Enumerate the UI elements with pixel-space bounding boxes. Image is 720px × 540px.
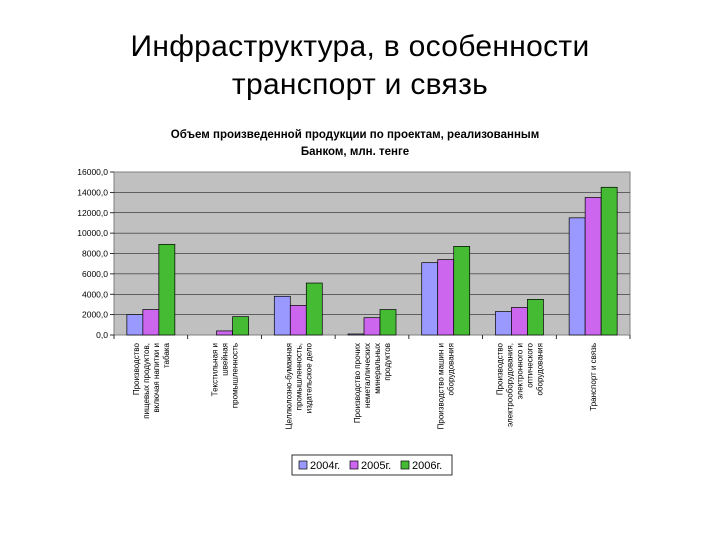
x-category-label: Производство машин и оборудования <box>437 343 456 429</box>
x-category-label-line: Производство <box>132 342 141 395</box>
bar <box>142 309 160 336</box>
bar <box>495 311 512 336</box>
bar <box>363 317 381 336</box>
x-category-label-line: минеральных <box>373 343 382 394</box>
x-axis-labels: Производство пищевых продуктов, включая на… <box>132 342 598 429</box>
x-category-label-line: продуктов <box>383 343 392 381</box>
x-category-label-line: электронного и <box>515 343 524 399</box>
chart-title: Объем произведенной продукции по проекта… <box>171 129 539 158</box>
y-tick-label: 2000,0 <box>82 310 108 320</box>
x-category-label-line: табака <box>162 342 171 368</box>
bar <box>584 197 602 336</box>
bar <box>232 316 249 336</box>
legend-label: 2005г. <box>361 460 391 472</box>
x-category-label: Текстильная и швейная промышленность <box>211 343 240 408</box>
bar <box>437 259 455 336</box>
legend-label: 2004г. <box>310 460 340 472</box>
x-category-label: Транспорт и связь <box>589 343 598 411</box>
bar <box>347 333 365 336</box>
y-tick-label: 0,0 <box>96 330 108 340</box>
x-category-label: Целлюлозно-бумажная промышленность, издате… <box>284 342 313 429</box>
bar <box>273 295 291 336</box>
slide-title-line-1: Инфраструктура, в особенности <box>130 30 590 63</box>
slide-title: Инфраструктура, в особенности транспорт … <box>0 28 720 104</box>
y-tick-label: 10000,0 <box>77 228 108 238</box>
bar <box>289 305 307 336</box>
bar <box>421 262 439 336</box>
bar <box>568 217 586 336</box>
bars <box>113 186 631 339</box>
x-category-label-line: Текстильная и <box>211 343 220 396</box>
x-category-label-line: оборудования <box>535 343 544 396</box>
y-tick-label: 14000,0 <box>77 187 108 197</box>
y-tick-label: 4000,0 <box>82 289 108 299</box>
bar <box>216 330 233 336</box>
chart-title-line-1: Объем произведенной продукции по проекта… <box>171 129 539 141</box>
y-tick-label: 6000,0 <box>82 269 108 279</box>
x-category-label-line: издательское дело <box>304 342 313 413</box>
y-tick-label: 16000,0 <box>77 167 108 177</box>
bar <box>453 246 471 336</box>
legend: 2004г. 2005г. 2006г. <box>291 454 453 476</box>
legend-swatch <box>349 460 359 470</box>
gridlines <box>114 192 630 315</box>
slide-title-line-2: транспорт и связь <box>231 68 489 101</box>
y-axis-ticks: 0,0 2000,0 4000,0 6000,0 8000,0 10000,0 12000,… <box>77 167 114 340</box>
x-category-label-line: неметаллических <box>363 343 372 408</box>
x-category-label-line: Целлюлозно-бумажная <box>284 343 293 429</box>
legend-swatch <box>400 460 410 470</box>
x-category-label-line: оптического <box>525 342 534 387</box>
x-category-label-line: Производство машин и <box>437 343 446 429</box>
x-category-label-line: Производство <box>495 342 504 395</box>
bar <box>511 307 528 336</box>
x-category-label-line: швейная <box>221 343 230 376</box>
x-category-label-line: включая напитки и <box>152 343 161 413</box>
x-category-label-line: промышленность <box>231 343 240 408</box>
bar <box>305 282 323 336</box>
y-tick-label: 12000,0 <box>77 208 108 218</box>
x-category-label-line: Производство прочих <box>353 343 362 423</box>
bar <box>126 314 144 336</box>
x-category-label-line: электрооборудования, <box>505 343 514 427</box>
bar <box>600 186 618 336</box>
bar <box>158 243 176 336</box>
chart-title-line-2: Банком, млн. тенге <box>301 146 409 158</box>
legend-box <box>291 454 453 476</box>
x-category-label-line: пищевых продуктов, <box>142 343 151 419</box>
y-tick-label: 8000,0 <box>82 249 108 259</box>
bar <box>379 309 397 336</box>
x-category-label: Производство электрооборудования, электрон… <box>495 342 544 426</box>
legend-swatch <box>298 460 308 470</box>
bar <box>527 298 544 336</box>
x-category-label: Производство прочих неметаллических минера… <box>353 343 392 423</box>
x-category-label-line: оборудования <box>447 343 456 396</box>
x-category-label-line: Транспорт и связь <box>589 343 598 411</box>
legend-label: 2006г. <box>412 460 442 472</box>
x-category-label: Производство пищевых продуктов, включая на… <box>132 342 171 418</box>
x-category-label-line: промышленность, <box>294 343 303 410</box>
